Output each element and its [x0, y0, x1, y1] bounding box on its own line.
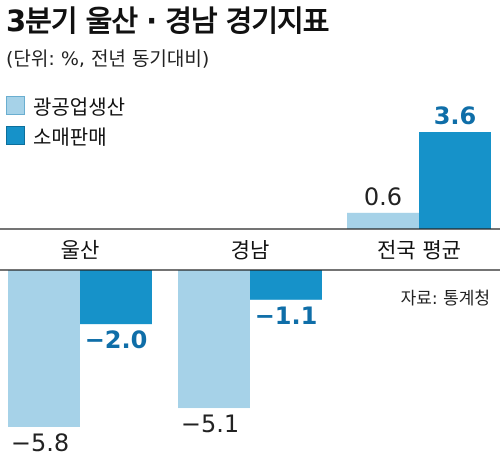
legend-swatch-industrial [6, 95, 25, 115]
value-label-s0-2: 0.6 [364, 183, 402, 211]
legend-item-retail: 소매판매 [6, 120, 125, 150]
bar-s1-2 [419, 132, 491, 229]
chart-title: 3분기 울산 · 경남 경기지표 [6, 4, 329, 38]
legend-item-industrial: 광공업생산 [6, 90, 125, 120]
category-label-0: 울산 [61, 239, 100, 263]
value-label-s0-1: −5.1 [181, 410, 239, 438]
value-label-s0-0: −5.8 [11, 429, 69, 457]
category-label-2: 전국 평균 [377, 239, 461, 263]
value-label-s1-0: −2.0 [85, 326, 148, 354]
chart-subtitle: (단위: %, 전년 동기대비) [6, 48, 210, 70]
value-label-s1-2: 3.6 [434, 102, 477, 130]
bar-s0-0 [8, 270, 80, 427]
value-label-s1-1: −1.1 [255, 302, 318, 330]
bar-s0-1 [178, 270, 250, 409]
legend-swatch-retail [6, 125, 25, 145]
bar-s1-0 [80, 270, 152, 325]
legend: 광공업생산 소매판매 [6, 90, 125, 150]
legend-label-industrial: 광공업생산 [33, 94, 125, 119]
source-note: 자료: 통계청 [400, 289, 490, 309]
bar-s1-1 [250, 270, 322, 300]
legend-label-retail: 소매판매 [33, 124, 107, 149]
bar-s0-2 [347, 212, 419, 229]
category-label-1: 경남 [231, 239, 270, 263]
